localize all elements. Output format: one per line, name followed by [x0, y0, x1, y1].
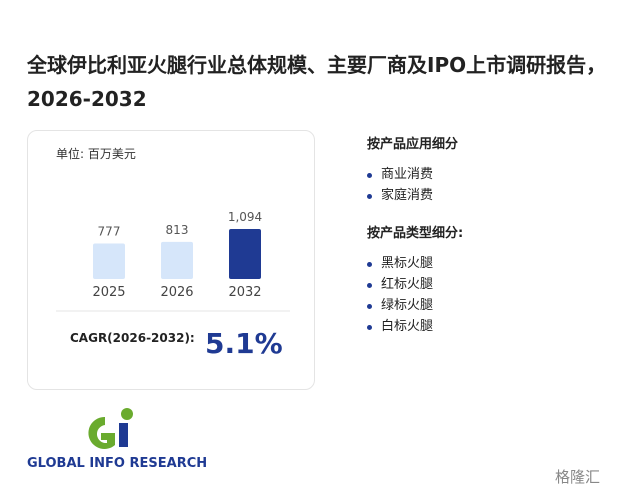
value-label: 777	[98, 224, 121, 238]
report-title: 全球伊比利亚火腿行业总体规模、主要厂商及IPO上市调研报告，2026-2032	[27, 53, 607, 111]
logo-dot	[121, 408, 133, 420]
logo-i	[119, 423, 128, 447]
category-label: 2025	[92, 285, 125, 300]
section-heading: 按产品应用细分	[367, 137, 459, 152]
watermark: 格隆汇	[555, 468, 601, 486]
cagr-label: CAGR(2026-2032):	[70, 331, 195, 345]
section-heading: 按产品类型细分:	[367, 226, 464, 241]
list-item: 商业消费	[367, 164, 617, 185]
bar	[93, 243, 125, 279]
chart: 单位: 百万美元 CAGR(2026-2032): 5.1% 777 2025 81…	[56, 146, 290, 360]
list-item: 家庭消费	[367, 185, 617, 206]
cagr-value: 5.1%	[205, 327, 283, 360]
logo-g	[88, 416, 115, 449]
bar	[161, 241, 193, 279]
logo-text: GLOBAL INFO RESEARCH	[27, 456, 207, 471]
list-item: 白标火腿	[367, 316, 617, 337]
value-label: 813	[166, 223, 189, 237]
segment-lists: 按产品应用细分商业消费 家庭消费按产品类型细分: 黑标火腿 红标火腿 绿标火腿 白标火腿	[367, 133, 617, 353]
unit-label: 单位: 百万美元	[56, 146, 136, 161]
section-list: 黑标火腿 红标火腿 绿标火腿 白标火腿	[367, 253, 617, 337]
list-item: 绿标火腿	[367, 295, 617, 316]
list-item: 黑标火腿	[367, 253, 617, 274]
bar	[229, 229, 261, 279]
category-label: 2032	[228, 285, 261, 300]
logo: GLOBAL INFO RESEARCH	[27, 408, 207, 471]
chart-card: 单位: 百万美元 CAGR(2026-2032): 5.1% 777 2025 81…	[27, 130, 315, 390]
list-item: 红标火腿	[367, 274, 617, 295]
category-label: 2026	[160, 285, 193, 300]
section-list: 商业消费 家庭消费	[367, 164, 617, 206]
value-label: 1,094	[228, 210, 262, 224]
